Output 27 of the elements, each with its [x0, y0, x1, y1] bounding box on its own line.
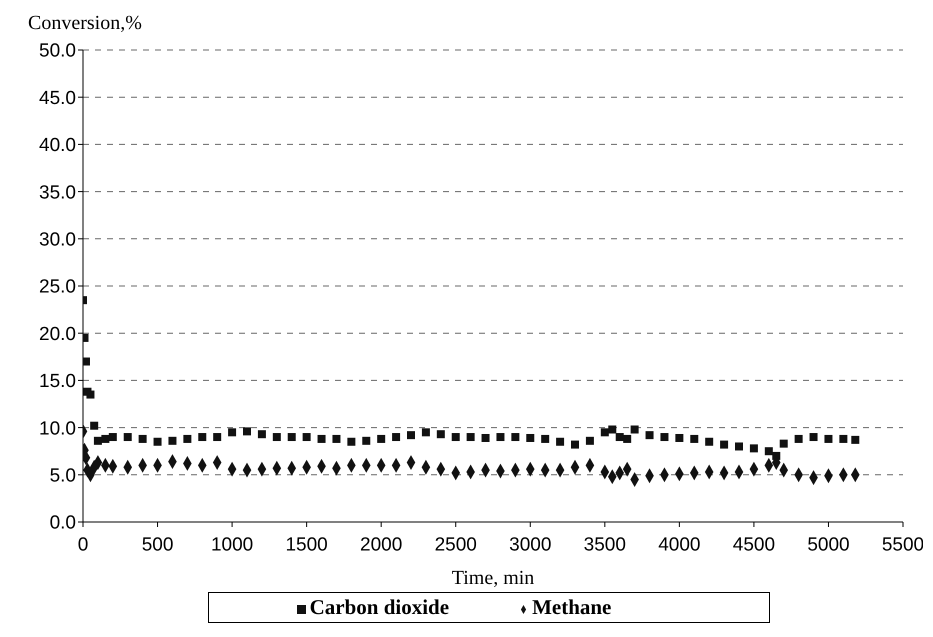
x-tick-label: 5500	[882, 534, 924, 556]
y-tick-label: 0.0	[50, 512, 76, 534]
x-tick-label: 3500	[584, 534, 626, 556]
y-tick-label: 30.0	[39, 230, 76, 251]
x-tick-label: 2000	[360, 534, 402, 556]
legend-label: Methane	[532, 595, 612, 619]
x-tick-label: 2500	[434, 534, 477, 556]
x-tick-label: 500	[142, 534, 174, 556]
x-tick-label: 0	[78, 534, 88, 556]
y-tick-label: 20.0	[39, 324, 76, 345]
x-tick-label: 4500	[732, 534, 776, 556]
x-tick-label: 1500	[285, 534, 328, 556]
y-tick-label: 25.0	[39, 276, 76, 298]
x-tick-label: 3000	[509, 534, 552, 556]
x-tick-label: 1000	[210, 534, 254, 556]
y-tick-label: 10.0	[39, 418, 76, 440]
y-tick-label: 5.0	[50, 466, 76, 487]
x-tick-label: 5000	[807, 534, 850, 556]
x-tick-label: 4000	[658, 534, 701, 556]
y-tick-label: 50.0	[39, 40, 76, 62]
legend-label: Carbon dioxide	[310, 595, 450, 619]
y-axis-title: Conversion,%	[28, 12, 142, 35]
y-tick-label: 45.0	[39, 88, 76, 109]
y-tick-label: 15.0	[39, 371, 76, 392]
x-axis-title: Time, min	[452, 567, 534, 589]
y-tick-label: 40.0	[39, 135, 76, 156]
y-tick-label: 35.0	[39, 182, 76, 204]
